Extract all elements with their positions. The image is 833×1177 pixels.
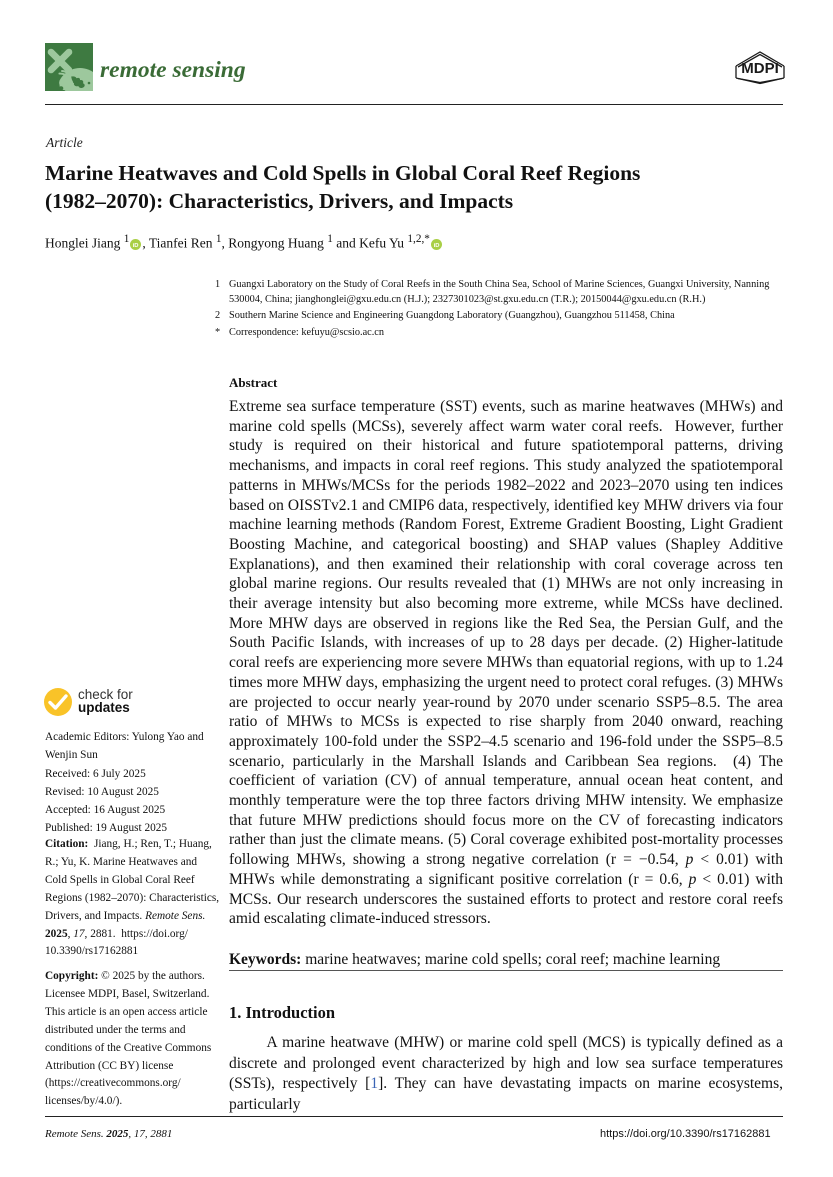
- svg-text:iD: iD: [133, 243, 139, 249]
- svg-text:MDPI: MDPI: [741, 60, 779, 77]
- svg-text:iD: iD: [433, 243, 439, 249]
